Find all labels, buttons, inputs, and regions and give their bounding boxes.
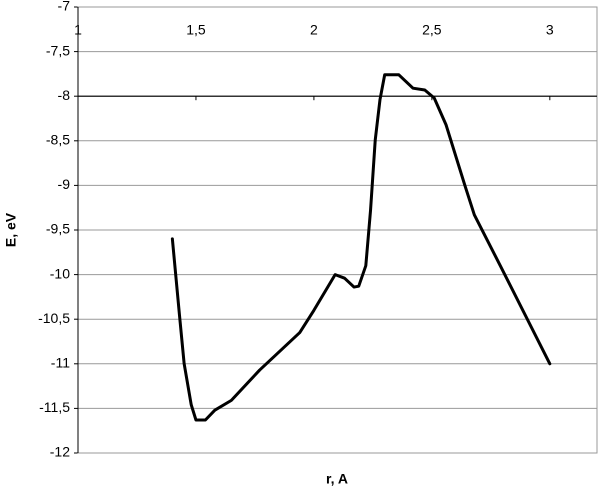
x-axis-title: r, A xyxy=(326,471,348,487)
x-tick-label: 3 xyxy=(546,22,554,38)
x-tick-label: 2 xyxy=(310,22,318,38)
y-axis-title: E, eV xyxy=(3,212,19,247)
y-tick-label: -9,5 xyxy=(46,221,70,237)
y-tick-label: -7,5 xyxy=(46,42,70,58)
y-tick-label: -11,5 xyxy=(39,399,70,415)
y-tick-label: -9 xyxy=(58,176,71,192)
y-tick-label: -11 xyxy=(51,355,70,371)
y-tick-label: -10 xyxy=(50,265,70,281)
y-tick-label: -10,5 xyxy=(38,310,70,326)
y-tick-label: -7 xyxy=(58,0,71,14)
x-tick-label: 2,5 xyxy=(422,22,442,38)
data-line xyxy=(170,73,552,422)
x-tick-label: 1,5 xyxy=(186,22,206,38)
y-tick-label: -8 xyxy=(58,87,71,103)
x-tick-label: 1 xyxy=(74,22,82,38)
y-tick-label: -8,5 xyxy=(46,132,70,148)
y-tick-label: -12 xyxy=(50,444,70,460)
